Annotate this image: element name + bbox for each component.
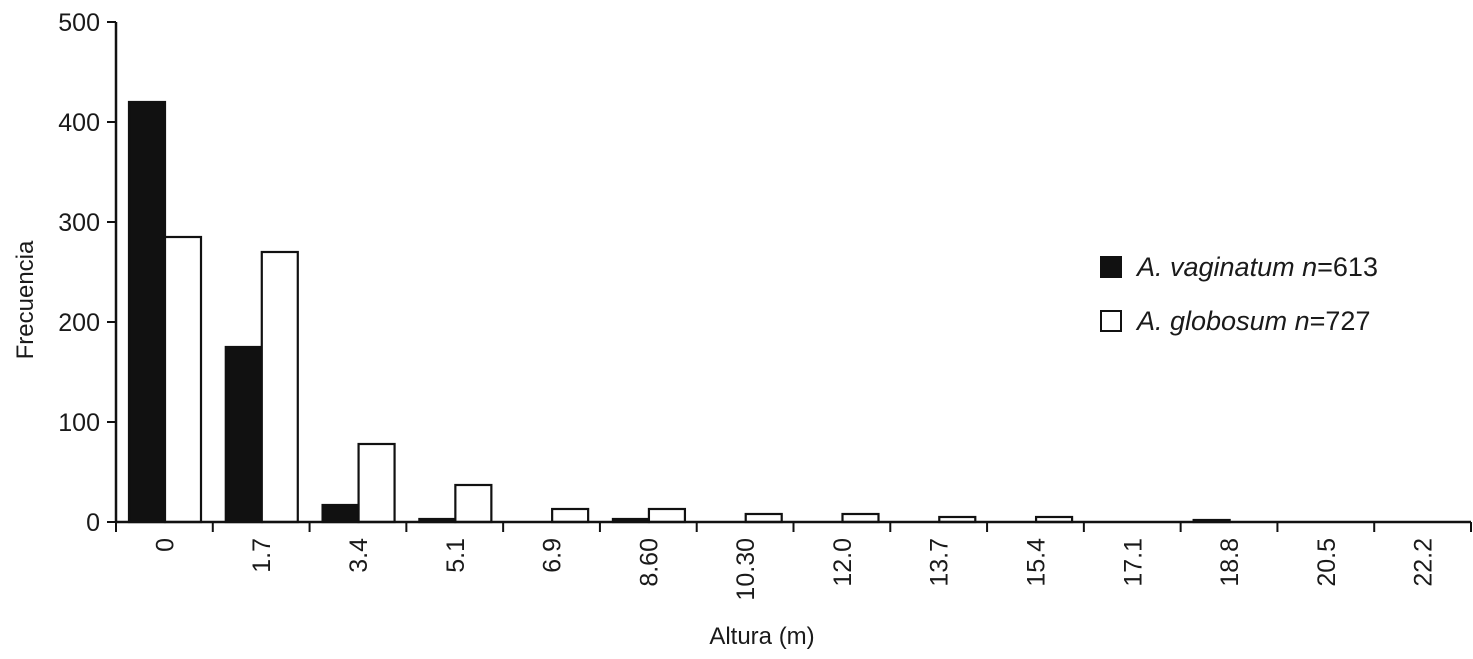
bar xyxy=(357,442,396,524)
x-tick-label: 12.0 xyxy=(829,538,857,587)
x-axis-title: Altura (m) xyxy=(709,623,814,650)
y-tick-label: 100 xyxy=(58,409,100,437)
x-tick-label: 0 xyxy=(151,538,179,552)
x-tick-label: 18.8 xyxy=(1216,538,1244,587)
x-tick-label: 1.7 xyxy=(248,538,276,573)
x-tick-label: 6.9 xyxy=(539,538,567,573)
y-tick-label: 200 xyxy=(58,309,100,337)
x-tick-label: 17.1 xyxy=(1119,538,1147,587)
bar xyxy=(321,503,360,524)
bars xyxy=(127,100,1231,524)
x-tick-label: 10.30 xyxy=(732,538,760,601)
bar xyxy=(163,235,203,524)
x-tick-label: 3.4 xyxy=(345,538,373,573)
legend-label-globosum: A. globosum n=727 xyxy=(1135,306,1370,336)
y-tick-label: 0 xyxy=(86,509,100,537)
bar xyxy=(647,507,687,524)
legend: A. vaginatum n=613 A. globosum n=727 xyxy=(1100,252,1378,336)
bar xyxy=(224,345,263,524)
x-tick-label: 8.60 xyxy=(635,538,663,587)
y-tick-label: 300 xyxy=(58,209,100,237)
x-axis-ticks: 0 1.7 3.4 5.1 6.9 8.60 10.30 12.0 13.7 15.4 17.1 18… xyxy=(115,522,1472,601)
x-tick-label: 20.5 xyxy=(1313,538,1341,587)
bar xyxy=(454,483,493,524)
legend-label-vaginatum: A. vaginatum n=613 xyxy=(1135,252,1378,282)
x-tick-label: 15.4 xyxy=(1022,538,1050,587)
axes xyxy=(114,22,1471,524)
y-axis-title: Frecuencia xyxy=(12,240,39,359)
y-tick-label: 400 xyxy=(58,109,100,137)
legend-swatch-globosum xyxy=(1100,310,1122,332)
legend-swatch-vaginatum xyxy=(1100,256,1122,278)
y-tick-label: 500 xyxy=(58,9,100,37)
bar xyxy=(260,250,299,524)
x-tick-label: 5.1 xyxy=(442,538,470,573)
bar xyxy=(127,100,167,524)
x-tick-label: 13.7 xyxy=(926,538,954,587)
x-tick-label: 22.2 xyxy=(1410,538,1438,587)
bar xyxy=(551,507,590,524)
y-axis-ticks: 0 100 200 300 400 500 xyxy=(58,9,116,537)
